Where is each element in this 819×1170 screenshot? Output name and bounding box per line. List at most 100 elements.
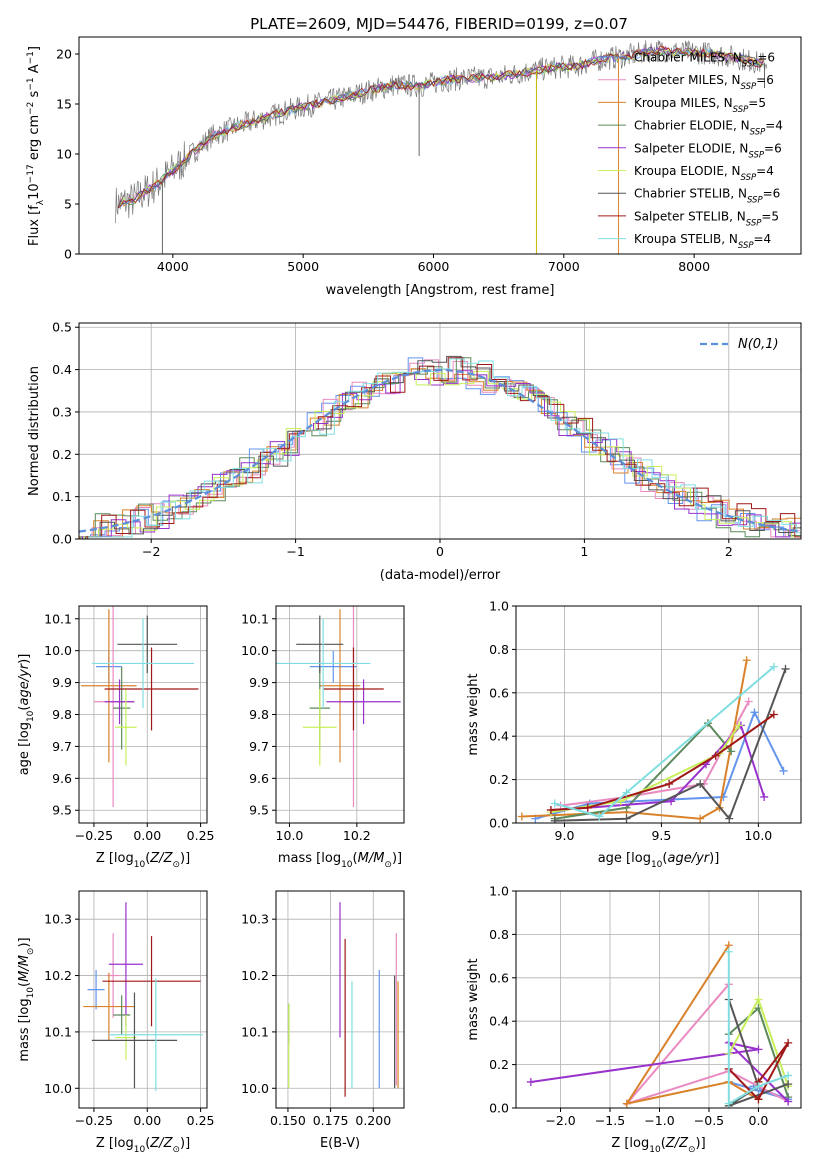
y-tick-label: 0.1 [52, 489, 72, 504]
x-tick-label: 7000 [548, 259, 580, 274]
x-axis-label-part: ( [662, 851, 667, 866]
x-axis-label: mass [log10(M/M⊙)] [278, 851, 402, 870]
weight-point-marker [769, 662, 778, 671]
legend-count: =4 [756, 164, 774, 178]
legend-label: Salpeter MILES, NSSP=6 [634, 73, 774, 92]
x-tick-label: −1 [286, 544, 304, 559]
y-tick-label: 0.0 [489, 1101, 509, 1116]
y-tick-label: 1.0 [489, 884, 509, 899]
weight-point-marker [665, 779, 674, 788]
x-tick-label: −0.25 [75, 828, 113, 843]
x-axis-label-part: )] [180, 851, 190, 866]
weight-point-marker [526, 1077, 535, 1086]
weight-series-line [530, 1041, 789, 1103]
plot-area [83, 902, 203, 1092]
legend-series-name: Kroupa STELIB, N [634, 232, 738, 246]
legend-label: Chabrier ELODIE, NSSP=4 [634, 119, 783, 138]
x-axis-label-part: Z/Z [665, 1136, 689, 1151]
model-spectrum-line [117, 45, 764, 209]
y-tick-label: 0.6 [489, 685, 509, 700]
x-axis-label-part: 10 [134, 860, 146, 870]
y-axis-label-part: age/yr [17, 662, 32, 705]
x-axis-label-part: ⊙ [384, 860, 392, 870]
weight-point-marker [622, 788, 631, 797]
y-tick-label: 10.1 [44, 611, 72, 626]
y-axis-label-part: −1 [26, 77, 36, 90]
x-axis-label: age [log10(age/yr)] [598, 851, 720, 870]
chart-age_vs_mass: 10.0 10.2 9.5 9.6 9.7 9.8 9.9 10.0 10.1 mass [log… [241, 605, 405, 870]
normal-reference-curve [79, 368, 801, 533]
y-tick-label: 9.8 [249, 707, 269, 722]
legend-label: Kroupa MILES, NSSP=5 [634, 96, 766, 115]
y-axis-label-part: −2 [26, 102, 36, 115]
x-axis-label-part: Z/Z [149, 851, 173, 866]
legend-label: N(0,1) [738, 337, 779, 352]
y-axis-label-part: 10 [26, 710, 36, 722]
weight-point-marker [622, 814, 631, 823]
y-tick-label: 0.5 [52, 320, 72, 335]
observed-spectrum-line [115, 40, 768, 224]
residual-histogram [80, 357, 801, 539]
figure-title: PLATE=2609, MJD=54476, FIBERID=0199, z=0… [250, 15, 628, 33]
y-tick-label: 10.2 [241, 968, 269, 983]
legend-count: =6 [756, 73, 774, 87]
y-tick-label: 9.5 [249, 803, 269, 818]
legend-label: Kroupa STELIB, NSSP=4 [634, 232, 771, 251]
axes-frame [275, 890, 405, 1109]
plot-area [79, 355, 801, 539]
weight-point-marker [734, 721, 743, 730]
x-tick-label: 0.175 [313, 1113, 349, 1128]
x-tick-label: −1.0 [644, 1113, 674, 1128]
legend-subscript: SSP [748, 150, 764, 160]
weight-point-marker [784, 1097, 793, 1106]
y-axis-label: age [log10(age/yr)] [17, 654, 36, 776]
x-axis-label-part: ⊙ [172, 860, 180, 870]
y-tick-label: 10.0 [241, 643, 269, 658]
legend-series-name: Chabrier STELIB, N [634, 187, 747, 201]
x-axis-label-part: Z [log [96, 1136, 134, 1151]
y-tick-label: 9.5 [52, 803, 72, 818]
legend-label: Salpeter ELODIE, NSSP=6 [634, 141, 782, 160]
weight-point-marker [696, 814, 705, 823]
axes-frame [515, 890, 802, 1109]
chart-age_vs_Z: −0.25 0.00 0.25 9.5 9.6 9.7 9.8 9.9 10.0 10.1 Z [l… [17, 605, 215, 870]
residual-histogram [82, 370, 801, 539]
x-tick-label: 5000 [287, 259, 319, 274]
weight-series-line [727, 951, 789, 1106]
y-tick-label: 0 [64, 247, 72, 262]
weight-point-marker [517, 812, 526, 821]
x-tick-label: −0.5 [694, 1113, 724, 1128]
legend-label: Kroupa ELODIE, NSSP=4 [634, 164, 774, 183]
y-tick-label: 10.1 [241, 1024, 269, 1039]
x-tick-label: −0.25 [75, 1113, 113, 1128]
x-tick-label: 2 [725, 544, 733, 559]
x-axis-label: E(B-V) [320, 1136, 360, 1151]
weight-point-marker [760, 792, 769, 801]
y-tick-label: 20 [56, 47, 72, 62]
x-axis-label-part: )] [696, 1136, 706, 1151]
axes-frame [78, 36, 802, 255]
x-axis-label: wavelength [Angstrom, rest frame] [326, 283, 555, 298]
y-tick-label: 5 [64, 197, 72, 212]
weight-point-marker [779, 766, 788, 775]
x-axis-label-part: 10 [134, 1145, 146, 1155]
weight-point-marker [754, 995, 763, 1004]
x-axis-label-part: ( [661, 1136, 666, 1151]
y-axis-label: mass weight [466, 673, 481, 755]
weight-point-marker [583, 803, 592, 812]
y-tick-label: 10.0 [44, 643, 72, 658]
y-axis-label-part: λ [36, 199, 46, 205]
x-axis-label-part: 10 [651, 860, 663, 870]
weight-series-line [624, 944, 759, 1106]
weight-series-line [554, 666, 775, 818]
legend-count: =6 [757, 51, 775, 65]
residual-histogram [86, 357, 801, 539]
legend-subscript: SSP [742, 60, 758, 70]
legend-series-name: Salpeter STELIB, N [634, 209, 746, 223]
legend-count: =6 [763, 187, 781, 201]
y-tick-label: 9.7 [249, 739, 269, 754]
legend-label: Chabrier MILES, NSSP=6 [634, 51, 775, 70]
legend-subscript: SSP [741, 82, 757, 92]
plot-area [517, 656, 790, 823]
y-axis-label-part: A [27, 64, 42, 77]
